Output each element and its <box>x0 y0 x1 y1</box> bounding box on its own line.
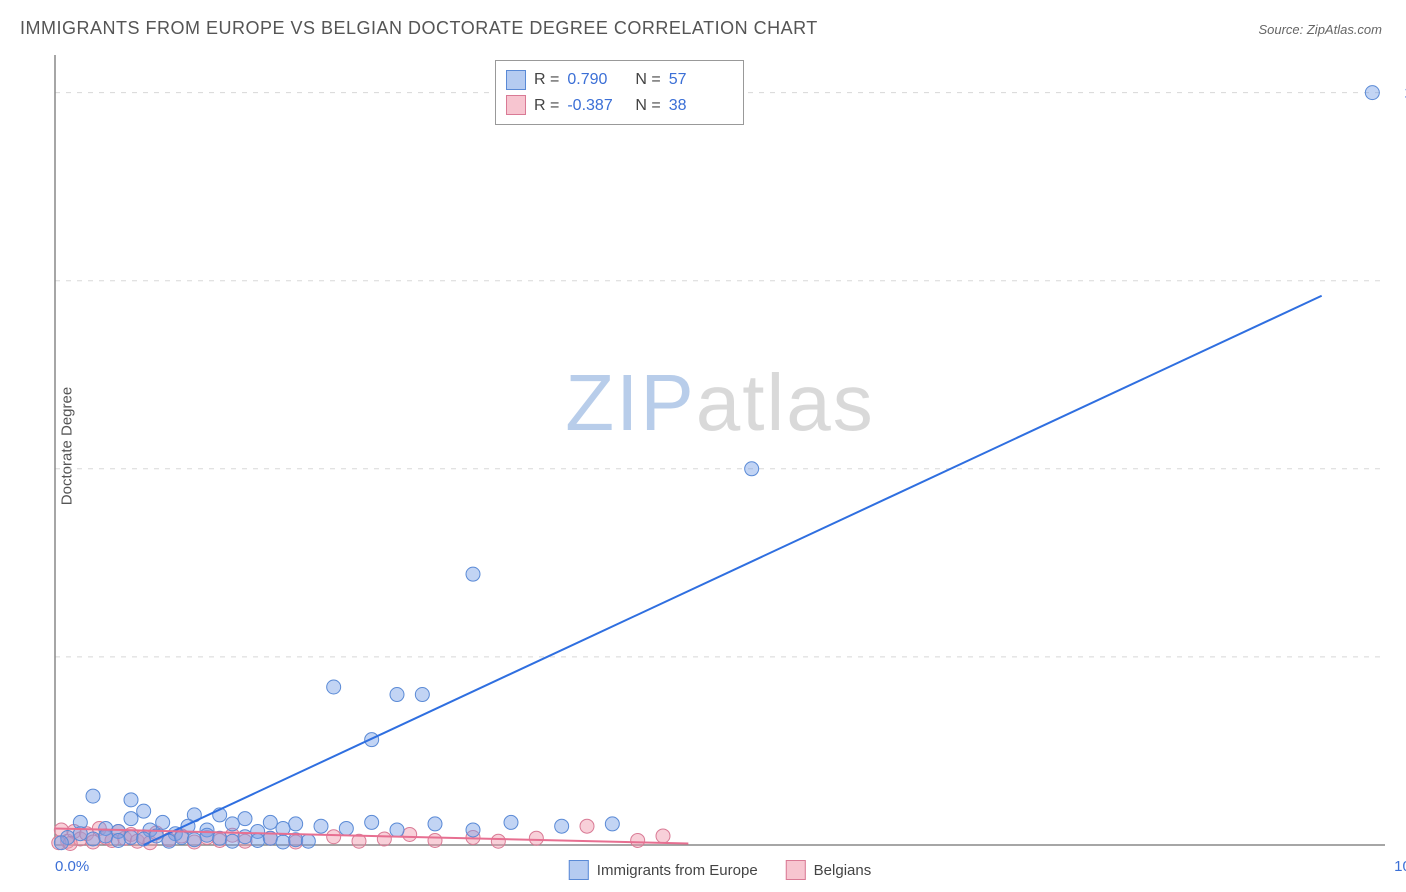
r-label: R = <box>534 67 559 93</box>
chart-title: IMMIGRANTS FROM EUROPE VS BELGIAN DOCTOR… <box>20 18 818 39</box>
source-prefix: Source: <box>1258 22 1306 37</box>
legend-label: Immigrants from Europe <box>597 862 758 879</box>
legend-item: Immigrants from Europe <box>569 860 758 880</box>
n-value: 57 <box>669 67 729 93</box>
swatch-blue-icon <box>506 70 526 90</box>
legend-label: Belgians <box>814 862 872 879</box>
n-label: N = <box>635 67 660 93</box>
r-value: 0.790 <box>567 67 627 93</box>
swatch-pink-icon <box>786 860 806 880</box>
n-label: N = <box>635 93 660 119</box>
plot-area: ZIPatlas R = 0.790 N = 57 R = -0.387 N =… <box>55 55 1385 845</box>
stats-row: R = -0.387 N = 38 <box>506 93 729 119</box>
swatch-blue-icon <box>569 860 589 880</box>
source-label: Source: ZipAtlas.com <box>1258 22 1382 37</box>
source-name: ZipAtlas.com <box>1307 22 1382 37</box>
plot-svg <box>55 55 1385 845</box>
legend-item: Belgians <box>786 860 872 880</box>
stats-legend-box: R = 0.790 N = 57 R = -0.387 N = 38 <box>495 60 744 125</box>
r-value: -0.387 <box>567 93 627 119</box>
chart-container: IMMIGRANTS FROM EUROPE VS BELGIAN DOCTOR… <box>0 0 1406 892</box>
stats-row: R = 0.790 N = 57 <box>506 67 729 93</box>
x-tick-first: 0.0% <box>55 858 89 875</box>
bottom-legend: Immigrants from Europe Belgians <box>569 860 871 880</box>
r-label: R = <box>534 93 559 119</box>
n-value: 38 <box>669 93 729 119</box>
x-tick-last: 100.0% <box>1394 858 1406 875</box>
swatch-pink-icon <box>506 95 526 115</box>
